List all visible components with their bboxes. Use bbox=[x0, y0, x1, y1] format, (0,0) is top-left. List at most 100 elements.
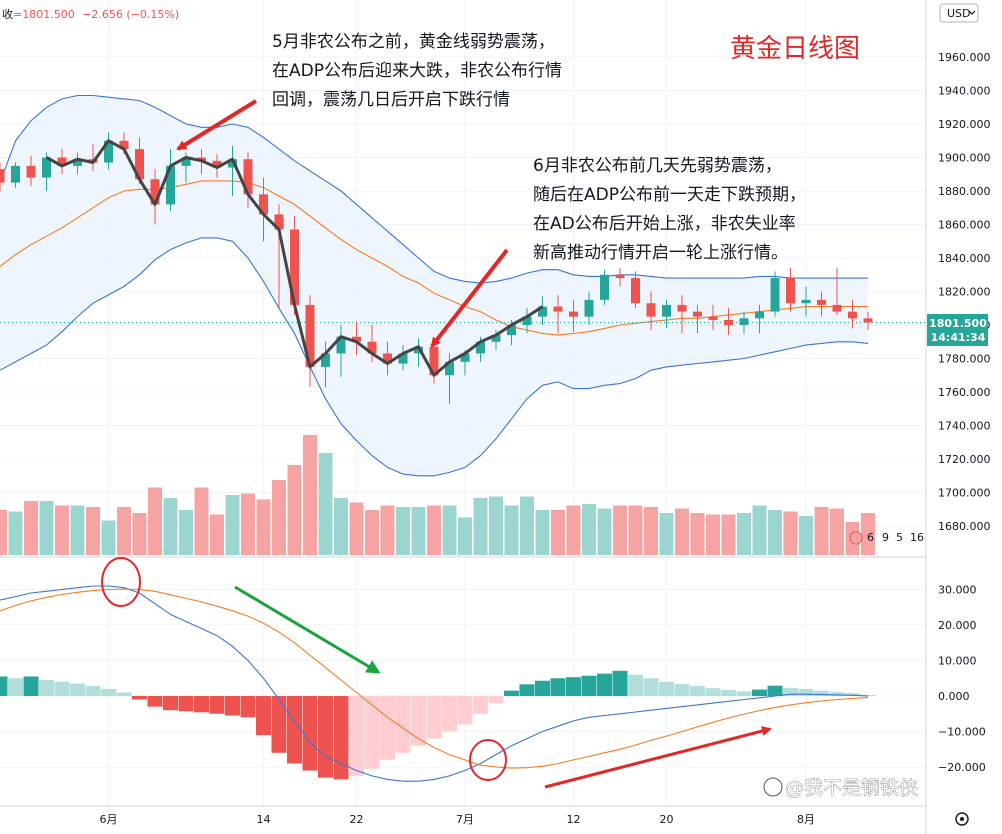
candle-body bbox=[801, 299, 811, 304]
candle-body bbox=[646, 303, 656, 317]
candle-body bbox=[352, 336, 361, 342]
candle-body bbox=[631, 278, 640, 304]
candle-body bbox=[786, 278, 795, 304]
candle bbox=[336, 325, 346, 377]
macd-histogram-bar bbox=[116, 692, 132, 696]
candle-body bbox=[708, 316, 718, 320]
macd-histogram-bar bbox=[163, 696, 178, 711]
candle-body bbox=[848, 311, 857, 319]
volume-bar bbox=[117, 507, 131, 555]
macd-histogram-bar bbox=[566, 677, 581, 696]
macd-histogram-bar bbox=[550, 678, 566, 696]
ohlc-close-label: 收 bbox=[2, 7, 13, 21]
candle bbox=[104, 132, 113, 170]
macd-histogram-bar bbox=[240, 696, 256, 718]
price-tick-label: 1940.000 bbox=[938, 85, 991, 98]
gear-icon-center bbox=[960, 817, 964, 821]
volume-bar bbox=[442, 505, 457, 555]
macd-axis[interactable]: 30.000 20.000 10.000 0.000 −10.000 −20.000 bbox=[938, 584, 986, 775]
time-tick-label: 7月 bbox=[456, 813, 474, 826]
candle bbox=[367, 325, 377, 362]
volume-bar bbox=[566, 505, 581, 555]
macd-histogram-bar bbox=[767, 685, 783, 696]
last-price-value: 1801.500 bbox=[929, 317, 987, 330]
macd-tick-label: 10.000 bbox=[938, 655, 977, 668]
macd-histogram-bar bbox=[54, 681, 70, 696]
candle-body bbox=[693, 311, 702, 317]
annotation-june-line-4: 新高推动行情开启一轮上涨行情。 bbox=[533, 243, 788, 263]
price-tick-label: 1880.000 bbox=[938, 185, 991, 198]
gear-icon bbox=[955, 812, 969, 826]
candle-body bbox=[243, 159, 253, 195]
candle bbox=[739, 311, 749, 334]
macd-histogram-bar bbox=[736, 691, 752, 696]
macd-histogram-bar bbox=[194, 696, 209, 713]
price-tick-label: 1680.000 bbox=[938, 520, 991, 533]
macd-tick-label: 0.000 bbox=[938, 690, 970, 703]
candle-body bbox=[507, 325, 516, 336]
chevron-down-icon bbox=[968, 10, 976, 15]
candle bbox=[600, 269, 609, 305]
candle bbox=[522, 308, 532, 334]
volume-bar bbox=[39, 501, 54, 555]
candle bbox=[693, 304, 702, 334]
macd-tick-label: −10.000 bbox=[938, 726, 986, 739]
price-axis[interactable]: 1680.000 1700.000 1720.000 1740.000 1760.000… bbox=[938, 51, 991, 533]
candle-body bbox=[538, 306, 547, 317]
candle-body bbox=[42, 157, 51, 178]
candle-body bbox=[739, 318, 749, 325]
price-tick-label: 1960.000 bbox=[938, 51, 991, 64]
volume-bar bbox=[24, 501, 38, 555]
time-tick-label: 6月 bbox=[100, 813, 118, 826]
macd-histogram bbox=[0, 670, 876, 780]
time-tick-label: 22 bbox=[350, 813, 364, 826]
macd-histogram-bar bbox=[659, 681, 674, 696]
candle-body bbox=[119, 140, 129, 150]
candle bbox=[321, 341, 330, 387]
candle-body bbox=[57, 157, 67, 166]
annotation-june-line-2: 随后在ADP公布前一天走下跌预期， bbox=[533, 185, 806, 205]
macd-tick-label: −20.000 bbox=[938, 761, 986, 774]
volume-bar bbox=[241, 493, 255, 555]
price-tick-label: 1720.000 bbox=[938, 453, 991, 466]
chart-title: 黄金日线图 bbox=[730, 34, 860, 64]
macd-histogram-bar bbox=[395, 696, 411, 753]
macd-histogram-bar bbox=[798, 688, 814, 696]
watermark-text: @我不是钢铁侠 bbox=[785, 777, 918, 799]
event-badges[interactable]: 6 9 5 16 bbox=[849, 531, 924, 545]
candle bbox=[538, 296, 547, 325]
volume-bar bbox=[597, 508, 612, 555]
time-axis[interactable]: 6月 14 22 7月 12 20 8月 bbox=[100, 813, 816, 826]
settings-gear-button[interactable] bbox=[955, 812, 969, 826]
macd-histogram-bar bbox=[690, 686, 705, 696]
currency-selector[interactable]: USD bbox=[939, 3, 979, 23]
macd-histogram-bar bbox=[287, 696, 302, 764]
macd-signal-line bbox=[0, 588, 869, 769]
volume-bar bbox=[272, 480, 286, 555]
volume-bar bbox=[830, 508, 844, 555]
volume-bar bbox=[427, 505, 441, 555]
macd-histogram-bar bbox=[302, 696, 318, 771]
event-badge-label: 16 bbox=[910, 531, 924, 544]
candle bbox=[708, 304, 718, 331]
candle bbox=[662, 299, 671, 329]
candle bbox=[677, 294, 687, 334]
countdown-timer: 14:41:34 bbox=[931, 331, 986, 344]
volume-bar bbox=[752, 505, 767, 555]
price-tick-label: 1840.000 bbox=[938, 252, 991, 265]
candle bbox=[150, 169, 160, 225]
candle-body bbox=[150, 179, 160, 205]
candle-body bbox=[615, 274, 625, 279]
volume-bar bbox=[163, 498, 178, 555]
price-tick-label: 1920.000 bbox=[938, 118, 991, 131]
candle-body bbox=[553, 306, 563, 312]
volume-bar bbox=[55, 505, 69, 555]
volume-bar bbox=[783, 511, 798, 555]
volume-bar bbox=[458, 517, 472, 555]
volume-bar bbox=[365, 510, 379, 555]
volume-bar bbox=[287, 465, 302, 555]
candle bbox=[383, 341, 392, 376]
volume-bar bbox=[706, 514, 720, 555]
volume-bar bbox=[861, 513, 875, 555]
